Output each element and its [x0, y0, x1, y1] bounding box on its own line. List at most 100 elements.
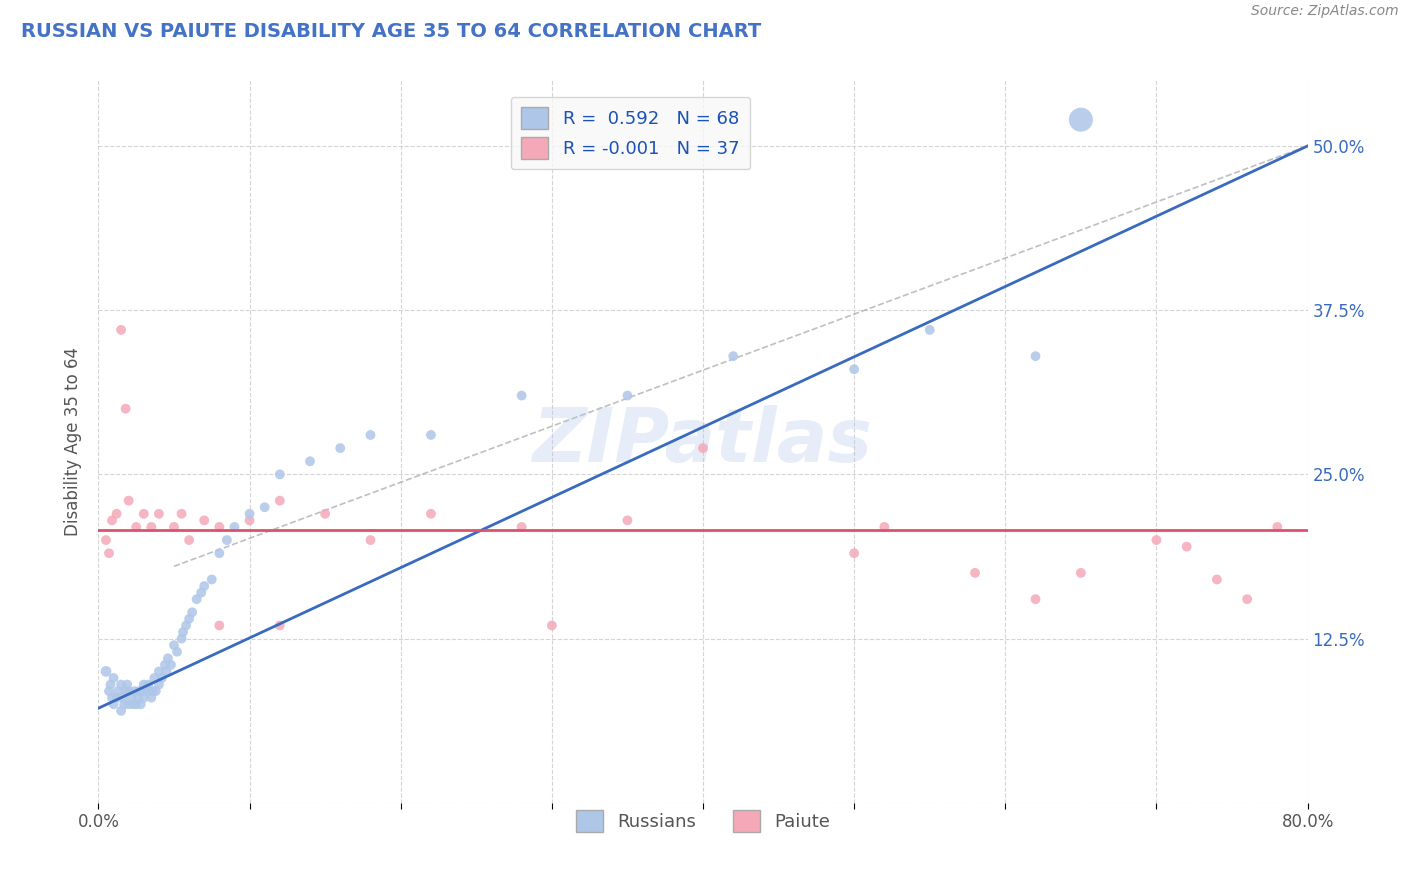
Point — [110, 677, 132, 691]
Point — [103, 698, 125, 712]
Point — [844, 546, 866, 560]
Point — [110, 323, 132, 337]
Point — [145, 684, 167, 698]
Point — [201, 573, 224, 587]
Point — [1070, 566, 1092, 580]
Point — [208, 520, 231, 534]
Point — [114, 401, 136, 416]
Point — [193, 579, 215, 593]
Point — [112, 698, 135, 712]
Point — [873, 520, 896, 534]
Point — [111, 690, 134, 705]
Point — [98, 684, 121, 698]
Point — [94, 533, 117, 547]
Point — [129, 698, 152, 712]
Point — [965, 566, 987, 580]
Point — [616, 388, 638, 402]
Point — [844, 362, 866, 376]
Point — [1267, 520, 1289, 534]
Y-axis label: Disability Age 35 to 64: Disability Age 35 to 64 — [65, 347, 83, 536]
Point — [179, 612, 201, 626]
Point — [208, 546, 231, 560]
Point — [1070, 112, 1092, 127]
Text: Source: ZipAtlas.com: Source: ZipAtlas.com — [1251, 4, 1399, 19]
Point — [299, 454, 322, 468]
Point — [239, 507, 262, 521]
Point — [101, 690, 124, 705]
Point — [103, 671, 125, 685]
Point — [107, 684, 129, 698]
Point — [510, 520, 533, 534]
Point — [163, 638, 186, 652]
Point — [148, 665, 170, 679]
Point — [155, 665, 177, 679]
Point — [723, 349, 745, 363]
Point — [172, 625, 194, 640]
Text: RUSSIAN VS PAIUTE DISABILITY AGE 35 TO 64 CORRELATION CHART: RUSSIAN VS PAIUTE DISABILITY AGE 35 TO 6… — [21, 22, 761, 41]
Point — [125, 698, 148, 712]
Point — [181, 605, 204, 619]
Point — [132, 507, 155, 521]
Point — [186, 592, 208, 607]
Point — [127, 690, 149, 705]
Point — [131, 684, 153, 698]
Point — [143, 671, 166, 685]
Point — [1024, 349, 1046, 363]
Point — [170, 507, 193, 521]
Point — [179, 533, 201, 547]
Point — [125, 520, 148, 534]
Point — [139, 684, 162, 698]
Point — [160, 657, 183, 672]
Point — [118, 698, 141, 712]
Point — [105, 690, 128, 705]
Point — [132, 690, 155, 705]
Point — [510, 388, 533, 402]
Point — [269, 493, 291, 508]
Point — [616, 513, 638, 527]
Point — [314, 507, 336, 521]
Point — [193, 513, 215, 527]
Point — [105, 507, 128, 521]
Point — [329, 441, 352, 455]
Point — [208, 618, 231, 632]
Point — [170, 632, 193, 646]
Point — [360, 428, 382, 442]
Point — [166, 645, 188, 659]
Text: ZIPatlas: ZIPatlas — [533, 405, 873, 478]
Point — [269, 618, 291, 632]
Point — [132, 677, 155, 691]
Point — [114, 684, 136, 698]
Point — [1206, 573, 1229, 587]
Point — [124, 684, 146, 698]
Point — [148, 507, 170, 521]
Point — [153, 657, 176, 672]
Point — [128, 684, 150, 698]
Point — [100, 677, 122, 691]
Point — [190, 585, 212, 599]
Point — [98, 546, 121, 560]
Point — [174, 618, 197, 632]
Point — [540, 618, 562, 632]
Point — [118, 493, 141, 508]
Point — [692, 441, 714, 455]
Point — [94, 665, 117, 679]
Point — [118, 684, 141, 698]
Point — [215, 533, 238, 547]
Point — [1144, 533, 1167, 547]
Legend: Russians, Paiute: Russians, Paiute — [564, 797, 842, 845]
Point — [420, 428, 443, 442]
Point — [420, 507, 443, 521]
Point — [239, 513, 262, 527]
Point — [121, 690, 143, 705]
Point — [141, 690, 163, 705]
Point — [148, 677, 170, 691]
Point — [150, 671, 173, 685]
Point — [115, 677, 138, 691]
Point — [122, 698, 145, 712]
Point — [135, 684, 157, 698]
Point — [136, 677, 159, 691]
Point — [1024, 592, 1046, 607]
Point — [1236, 592, 1258, 607]
Point — [101, 513, 124, 527]
Point — [360, 533, 382, 547]
